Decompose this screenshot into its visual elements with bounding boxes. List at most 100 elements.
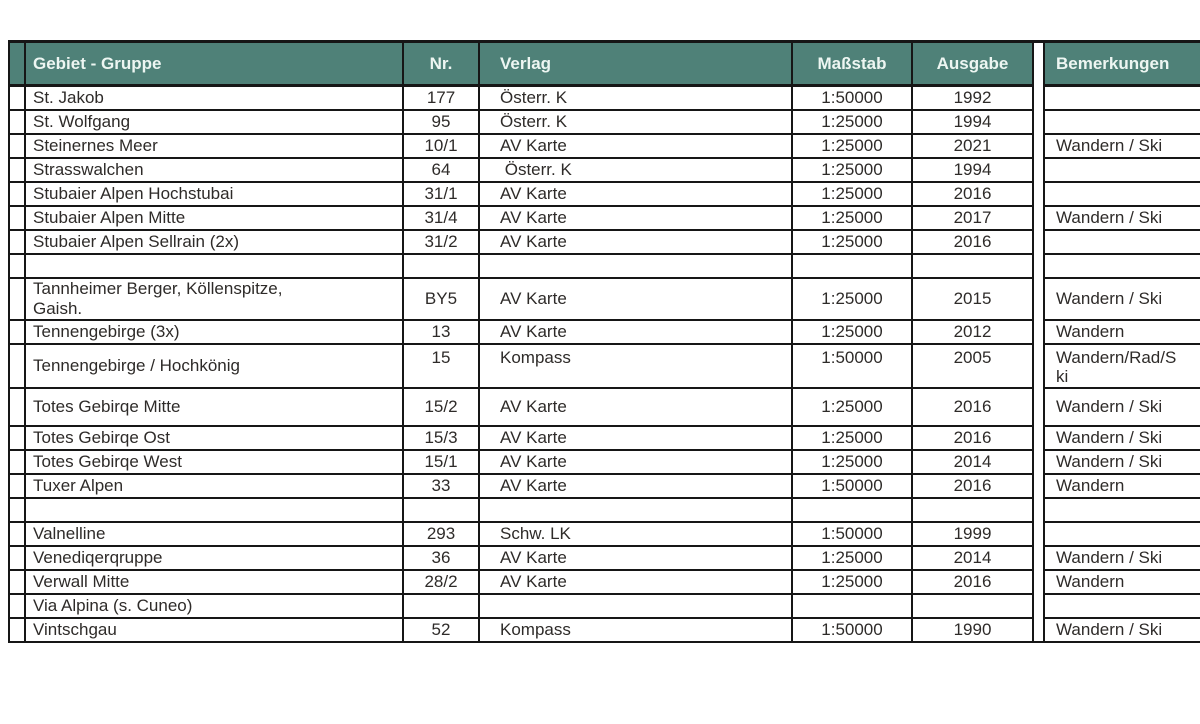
cell-ausgabe: 2016 — [911, 228, 1034, 255]
table-row: Strasswalchen 64 Österr. K 1:25000 1994 — [8, 156, 1200, 183]
cell-ausgabe: 2017 — [911, 204, 1034, 231]
cell-nr: 64 — [402, 156, 480, 183]
stub-cell — [8, 180, 26, 207]
cell-masstab: 1:25000 — [791, 276, 913, 321]
cell-ausgabe: 1994 — [911, 108, 1034, 135]
cell-ausgabe: 2015 — [911, 276, 1034, 321]
cell-ausgabe — [911, 496, 1034, 523]
cell-ausgabe: 1990 — [911, 616, 1034, 643]
cell-bemerkungen: Wandern / Ski — [1043, 544, 1200, 571]
cell-masstab: 1:50000 — [791, 472, 913, 499]
table-row: St. Wolfgang 95 Österr. K 1:25000 1994 — [8, 108, 1200, 135]
cell-verlag: AV Karte — [478, 448, 793, 475]
cell-bemerkungen — [1043, 108, 1200, 135]
cell-bemerkungen: Wandern / Ski — [1043, 204, 1200, 231]
cell-bemerkungen — [1043, 252, 1200, 279]
cell-verlag: Österr. K — [478, 84, 793, 111]
cell-bemerkungen — [1043, 180, 1200, 207]
cell-masstab: 1:25000 — [791, 108, 913, 135]
cell-gebiet: Totes Gebirqe Mitte — [24, 386, 404, 427]
stub-cell — [8, 342, 26, 389]
cell-bemerkungen: Wandern / Ski — [1043, 386, 1200, 427]
cell-nr: 31/2 — [402, 228, 480, 255]
table-row: Totes Gebirqe West 15/1 AV Karte 1:25000 201… — [8, 448, 1200, 475]
scanned-map-list-page: Gebiet - Gruppe Nr. Verlag Maßstab Ausga… — [8, 40, 1200, 643]
cell-masstab — [791, 252, 913, 279]
cell-ausgabe: 2016 — [911, 180, 1034, 207]
gap-cell — [1032, 205, 1045, 230]
cell-verlag: AV Karte — [478, 228, 793, 255]
cell-gebiet: Valnelline — [24, 520, 404, 547]
cell-bemerkungen — [1043, 496, 1200, 523]
table-row — [8, 252, 1200, 279]
column-header-bemerkungen: Bemerkungen — [1043, 40, 1200, 87]
cell-verlag — [478, 496, 793, 523]
cell-bemerkungen: Wandern — [1043, 318, 1200, 345]
stub-cell — [8, 616, 26, 643]
stub-cell — [8, 84, 26, 111]
stub-cell — [8, 448, 26, 475]
cell-verlag: AV Karte — [478, 424, 793, 451]
column-header-verlag: Verlag — [478, 40, 793, 87]
cell-ausgabe: 2005 — [911, 342, 1034, 389]
cell-masstab: 1:25000 — [791, 448, 913, 475]
cell-ausgabe: 2014 — [911, 448, 1034, 475]
cell-nr — [402, 496, 480, 523]
gap-cell — [1032, 253, 1045, 278]
table-row: Tuxer Alpen 33 AV Karte 1:50000 2016 Wandern — [8, 472, 1200, 499]
cell-bemerkungen — [1043, 592, 1200, 619]
cell-verlag: Kompass — [478, 342, 793, 389]
table-row: Valnelline 293 Schw. LK 1:50000 1999 — [8, 520, 1200, 547]
cell-verlag — [478, 252, 793, 279]
cell-gebiet: Tannheimer Berger, Köllenspitze, Gaish. — [24, 276, 404, 321]
stub-cell — [8, 228, 26, 255]
table-row: Stubaier Alpen Hochstubai 31/1 AV Karte 1:2… — [8, 180, 1200, 207]
header-gap-cell — [1032, 41, 1045, 86]
gap-cell — [1032, 157, 1045, 182]
cell-masstab: 1:50000 — [791, 84, 913, 111]
cell-masstab: 1:25000 — [791, 568, 913, 595]
cell-masstab: 1:25000 — [791, 544, 913, 571]
cell-gebiet: Totes Gebirqe Ost — [24, 424, 404, 451]
table-row: Stubaier Alpen Sellrain (2x) 31/2 AV Karte… — [8, 228, 1200, 255]
cell-gebiet: Stubaier Alpen Sellrain (2x) — [24, 228, 404, 255]
cell-bemerkungen: Wandern / Ski — [1043, 424, 1200, 451]
stub-cell — [8, 520, 26, 547]
stub-cell — [8, 132, 26, 159]
cell-bemerkungen: Wandern/Rad/S ki — [1043, 342, 1200, 389]
stub-cell — [8, 108, 26, 135]
cell-masstab: 1:25000 — [791, 156, 913, 183]
cell-gebiet: Via Alpina (s. Cuneo) — [24, 592, 404, 619]
cell-verlag: AV Karte — [478, 132, 793, 159]
stub-cell — [8, 386, 26, 427]
map-list-table: Gebiet - Gruppe Nr. Verlag Maßstab Ausga… — [8, 40, 1200, 643]
cell-nr: 28/2 — [402, 568, 480, 595]
cell-nr: 15/3 — [402, 424, 480, 451]
cell-verlag: AV Karte — [478, 276, 793, 321]
gap-cell — [1032, 521, 1045, 546]
stub-cell — [8, 156, 26, 183]
stub-cell — [8, 592, 26, 619]
cell-gebiet: St. Jakob — [24, 84, 404, 111]
table-row: Via Alpina (s. Cuneo) — [8, 592, 1200, 619]
cell-verlag: AV Karte — [478, 204, 793, 231]
table-row: Tennengebirge (3x) 13 AV Karte 1:25000 2012 W… — [8, 318, 1200, 345]
cell-nr: 177 — [402, 84, 480, 111]
column-header-ausgabe: Ausgabe — [911, 40, 1034, 87]
table-body: St. Jakob 177 Österr. K 1:50000 1992 St. Wolf… — [8, 84, 1200, 643]
table-row: Tennengebirge / Hochkönig 15 Kompass 1:5000… — [8, 342, 1200, 389]
cell-nr: 31/1 — [402, 180, 480, 207]
cell-bemerkungen — [1043, 156, 1200, 183]
cell-masstab: 1:50000 — [791, 520, 913, 547]
gap-cell — [1032, 109, 1045, 134]
cell-nr: 15 — [402, 342, 480, 389]
cell-nr: 36 — [402, 544, 480, 571]
stub-cell — [8, 424, 26, 451]
column-header-nr: Nr. — [402, 40, 480, 87]
gap-cell — [1032, 229, 1045, 254]
cell-gebiet: Tennengebirge / Hochkönig — [24, 342, 404, 389]
cell-masstab: 1:25000 — [791, 132, 913, 159]
gap-cell — [1032, 593, 1045, 618]
cell-verlag: AV Karte — [478, 568, 793, 595]
cell-ausgabe: 2016 — [911, 472, 1034, 499]
